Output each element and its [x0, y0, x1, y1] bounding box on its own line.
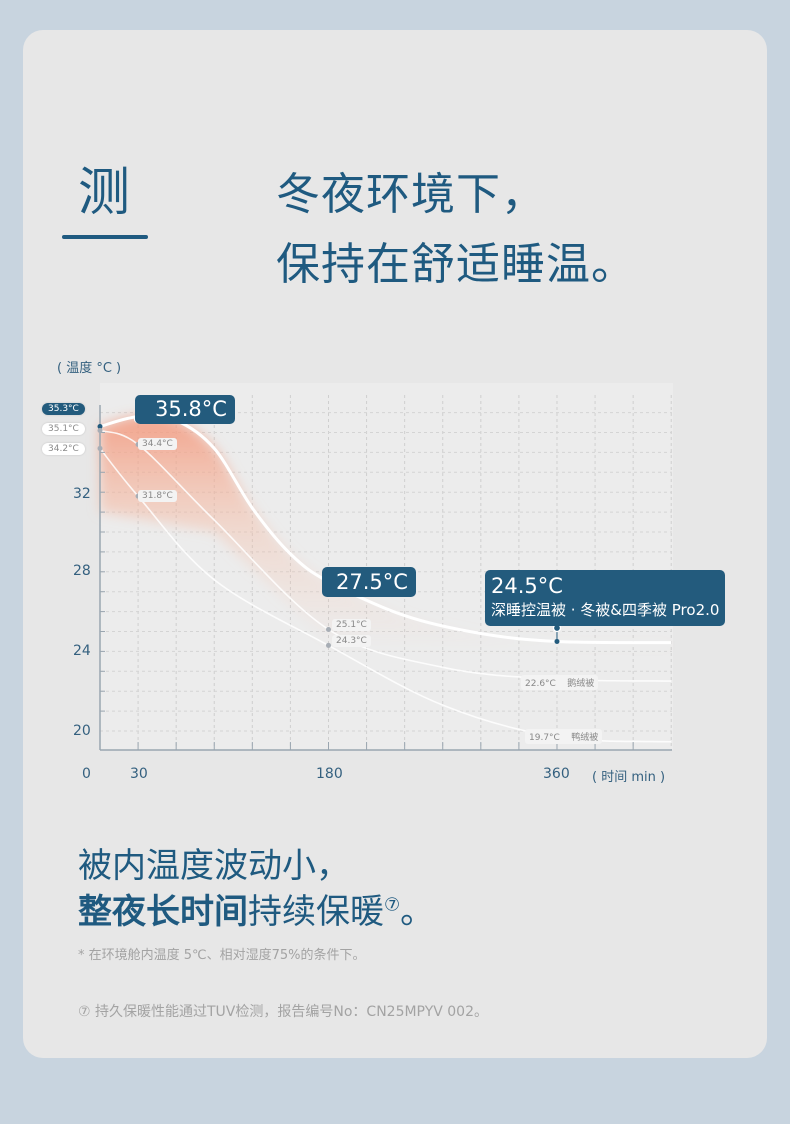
- pro-mid-callout: 27.5°C: [322, 567, 416, 597]
- goose-series-name: 鹅绒被: [567, 679, 595, 689]
- x-tick-30: 30: [130, 766, 148, 782]
- x-tick-0: 0: [82, 766, 91, 782]
- duck-180-label: 24.3°C: [332, 635, 371, 647]
- y-tick-24: 24: [73, 643, 91, 659]
- goose-30-label: 34.4°C: [138, 438, 177, 450]
- subheadline-period: 。: [400, 892, 435, 932]
- duck-series-name: 鸭绒被: [571, 733, 599, 743]
- pro-end-value: 24.5°C: [491, 574, 563, 598]
- duck-end-label: 19.7°C 鸭绒被: [525, 729, 603, 744]
- x-axis-label: ( 时间 min ): [592, 770, 666, 785]
- goose-end-label: 22.6°C 鹅绒被: [521, 675, 599, 690]
- goose-start-label: 35.1°C: [42, 423, 85, 435]
- pro-end-callout: 24.5°C 深睡控温被 · 冬被&四季被 Pro2.0: [485, 570, 726, 626]
- x-tick-180: 180: [316, 766, 343, 782]
- data-point: [97, 428, 103, 434]
- condition-note: * 在环境舱内温度 5℃、相对湿度75%的条件下。: [78, 948, 366, 963]
- y-tick-32: 32: [73, 486, 91, 502]
- y-axis-label: ( 温度 °C ): [57, 361, 122, 376]
- data-point: [97, 424, 103, 430]
- subheadline-line2: 整夜长时间持续保暖⑦。: [78, 884, 434, 933]
- footnote-marker: ⑦: [384, 894, 401, 916]
- x-tick-360: 360: [543, 766, 570, 782]
- pro-series-name: 深睡控温被 · 冬被&四季被 Pro2.0: [491, 601, 720, 619]
- goose-180-label: 25.1°C: [332, 619, 371, 631]
- duck-start-label: 34.2°C: [42, 443, 85, 455]
- pro-start-label: 35.3°C: [42, 403, 85, 415]
- tuv-footnote: ⑦ 持久保暖性能通过TUV检测，报告编号No：CN25MPYV 002。: [78, 1004, 488, 1020]
- section-char: 测: [78, 163, 131, 223]
- duck-end-value: 19.7°C: [529, 733, 560, 743]
- y-tick-20: 20: [73, 723, 91, 739]
- data-point: [325, 642, 331, 648]
- title-underline: [62, 235, 148, 239]
- data-point: [325, 627, 331, 633]
- subheadline-bold: 整夜长时间: [78, 892, 248, 932]
- data-point: [97, 445, 103, 451]
- subheadline-rest: 持续保暖: [248, 892, 384, 932]
- pro-peak-callout: 35.8°C: [135, 395, 235, 424]
- subheadline-line1: 被内温度波动小，: [78, 846, 350, 886]
- headline-line1: 冬夜环境下，: [276, 169, 546, 220]
- duck-30-label: 31.8°C: [138, 490, 177, 502]
- goose-end-value: 22.6°C: [525, 679, 556, 689]
- y-tick-28: 28: [73, 563, 91, 579]
- headline-line2: 保持在舒适睡温。: [276, 239, 636, 290]
